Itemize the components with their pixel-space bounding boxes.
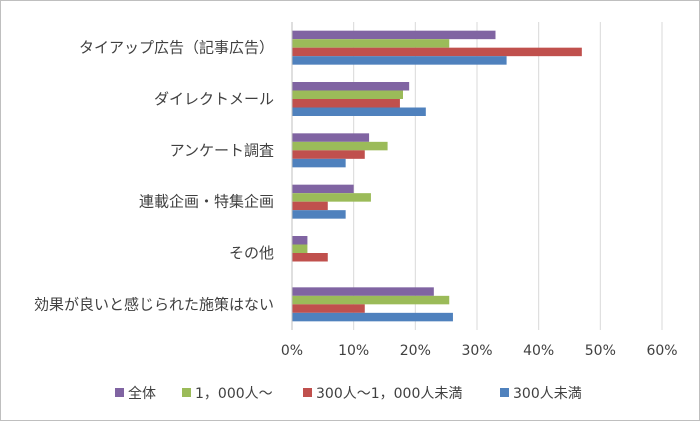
bar-1-2 xyxy=(292,99,400,108)
bar-0-3 xyxy=(292,56,507,65)
bar-5-2 xyxy=(292,304,365,313)
legend-swatch-0 xyxy=(115,388,124,397)
gridlines xyxy=(292,22,662,330)
tick-label: 30% xyxy=(461,343,492,359)
bar-2-0 xyxy=(292,133,369,142)
bar-3-3 xyxy=(292,210,346,219)
tick-label: 0% xyxy=(281,343,303,359)
bar-0-0 xyxy=(292,31,496,39)
legend-label: 300人～1，000人未満 xyxy=(316,386,462,402)
legend-label: 300人未満 xyxy=(513,386,582,402)
legend-label: 1，000人～ xyxy=(195,386,273,402)
category-label: タイアップ広告（記事広告） xyxy=(79,39,274,57)
bar-1-1 xyxy=(292,91,403,100)
category-label: その他 xyxy=(229,244,274,262)
legend-label: 全体 xyxy=(128,385,156,402)
category-label: 効果が良いと感じられた施策はない xyxy=(34,295,274,313)
category-label: 連載企画・特集企画 xyxy=(139,193,274,211)
tick-label: 40% xyxy=(523,343,554,359)
tick-label: 50% xyxy=(585,343,616,359)
bar-5-0 xyxy=(292,287,434,296)
bar-4-1 xyxy=(292,245,307,254)
category-label: アンケート調査 xyxy=(170,141,274,159)
bar-2-1 xyxy=(292,142,388,151)
legend-swatch-2 xyxy=(303,388,312,397)
bar-3-2 xyxy=(292,202,328,211)
tick-label: 60% xyxy=(646,343,677,359)
legend-swatch-1 xyxy=(182,388,191,397)
bar-4-0 xyxy=(292,236,307,245)
bar-5-1 xyxy=(292,296,449,305)
bar-4-2 xyxy=(292,253,328,262)
bar-0-2 xyxy=(292,48,582,57)
tick-label: 10% xyxy=(338,343,369,359)
category-axis: タイアップ広告（記事広告） ダイレクトメールアンケート調査連載企画・特集企画その他… xyxy=(34,22,292,330)
bar-2-3 xyxy=(292,159,346,168)
bar-3-0 xyxy=(292,185,354,194)
legend-swatch-3 xyxy=(500,388,509,397)
bar-1-0 xyxy=(292,82,409,91)
legend: 全体 1，000人～ 300人～1，000人未満 300人未満 xyxy=(115,385,582,402)
tick-label: 20% xyxy=(400,343,431,359)
bar-1-3 xyxy=(292,108,426,117)
bar-5-3 xyxy=(292,313,453,322)
bar-0-1 xyxy=(292,39,449,48)
value-axis-ticks: 0% 10% 20% 30% 40% 50% 60% xyxy=(281,343,678,359)
category-label: ダイレクトメール xyxy=(154,90,274,108)
bar-3-1 xyxy=(292,193,371,202)
bar-2-2 xyxy=(292,150,365,159)
